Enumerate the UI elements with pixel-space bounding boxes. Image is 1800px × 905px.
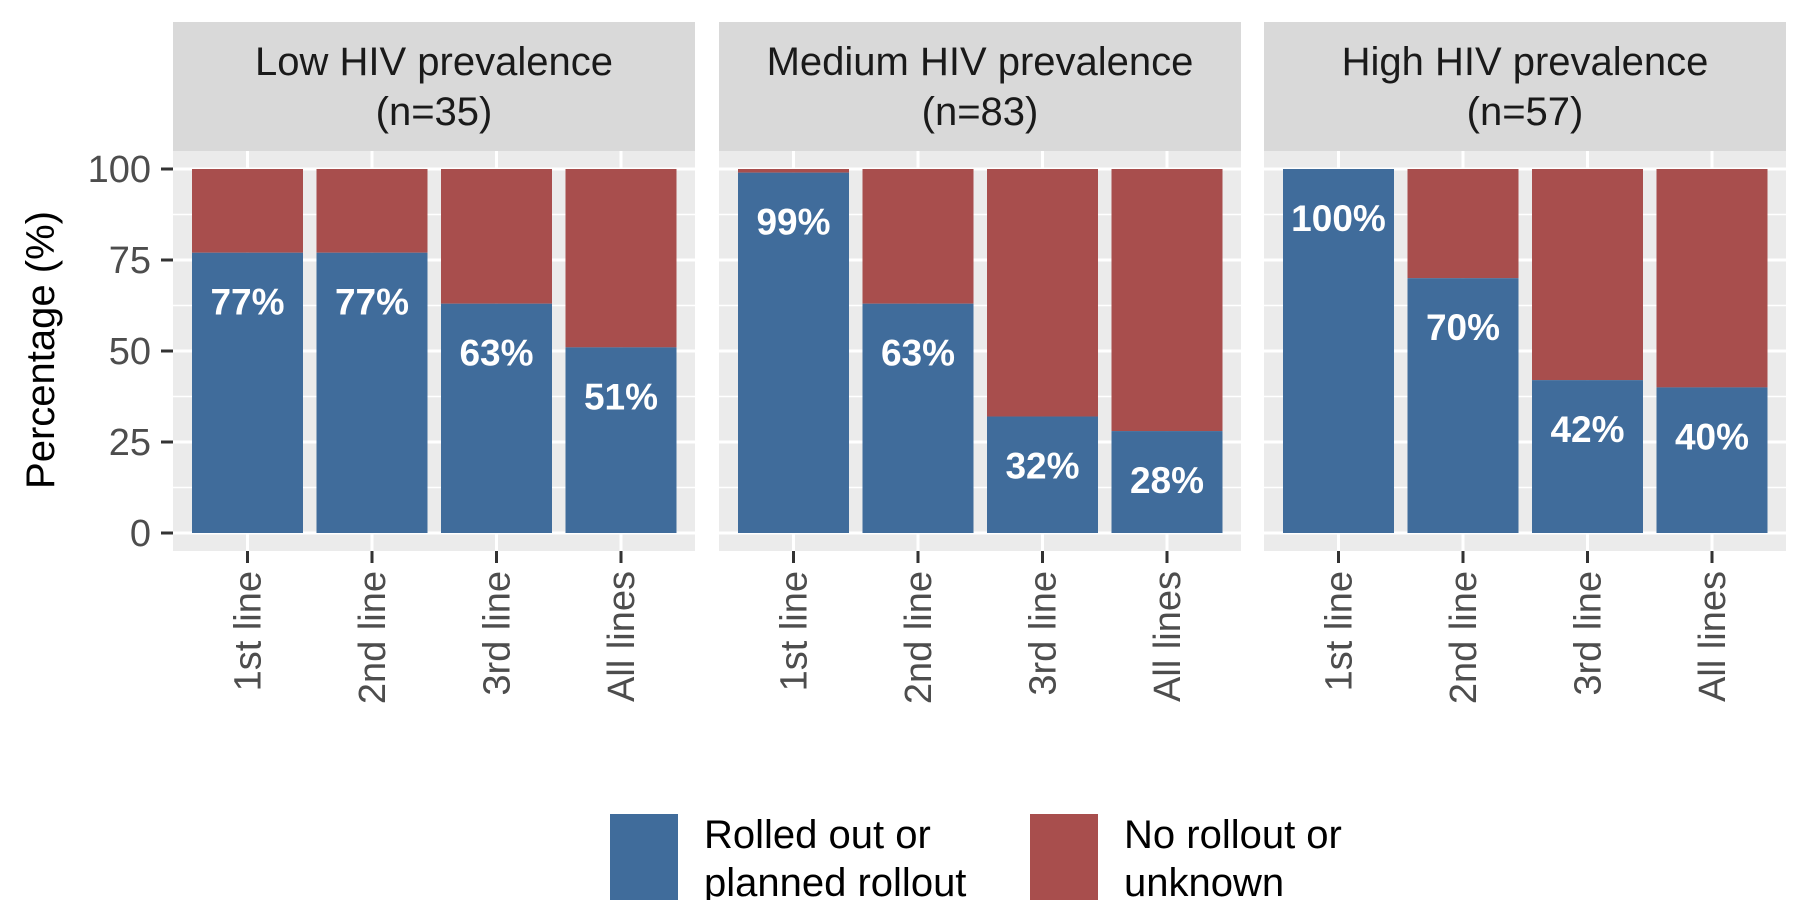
facet-title-line: (n=83) (922, 90, 1039, 134)
bar-no-rollout (862, 169, 974, 304)
legend-label: No rollout or (1124, 813, 1342, 857)
bar-no-rollout (1407, 169, 1519, 279)
bar-no-rollout (987, 169, 1098, 417)
bar-rolled-out (1532, 380, 1643, 533)
facet-title-line: (n=35) (376, 90, 493, 134)
facet-title-line: Medium HIV prevalence (767, 40, 1194, 84)
bar-value-label: 63% (459, 333, 533, 374)
bar-value-label: 42% (1550, 409, 1624, 450)
facet-title-line: (n=57) (1467, 90, 1584, 134)
bar-rolled-out (1656, 387, 1768, 533)
facet-strip (173, 22, 695, 151)
x-tick-label: 3rd line (1568, 571, 1610, 696)
facet-title-line: High HIV prevalence (1342, 40, 1709, 84)
x-tick-label: 2nd line (352, 571, 394, 704)
legend: Rolled out or planned rollout No rollout o… (610, 813, 1342, 905)
legend-key (1030, 814, 1098, 900)
y-tick-label: 75 (109, 240, 151, 282)
x-tick-label: 1st line (774, 571, 816, 691)
x-tick-label: 2nd line (1443, 571, 1485, 704)
bar-value-label: 28% (1130, 460, 1204, 501)
legend-key (610, 814, 678, 900)
bar-value-label: 99% (756, 202, 830, 243)
y-axis: 0 25 50 75 100 (88, 149, 173, 555)
bar-no-rollout (1656, 169, 1768, 388)
y-tick-label: 25 (109, 422, 151, 464)
y-tick-label: 50 (109, 331, 151, 373)
bar-value-label: 77% (335, 282, 409, 323)
bar-no-rollout (192, 169, 303, 253)
bar-no-rollout (1111, 169, 1223, 432)
bar-no-rollout (565, 169, 677, 348)
facet-strip (1264, 22, 1786, 151)
x-tick-label: 3rd line (477, 571, 519, 696)
bar-value-label: 63% (881, 333, 955, 374)
legend-label: Rolled out or (704, 813, 931, 857)
x-tick-label: 2nd line (898, 571, 940, 704)
bar-rolled-out (192, 252, 303, 533)
bar-rolled-out (862, 303, 974, 533)
x-tick-label: 3rd line (1023, 571, 1065, 696)
x-tick-label: All lines (601, 571, 643, 702)
facet-panel-2: Medium HIV prevalence (n=83) 99% 1st line 63… (719, 22, 1241, 704)
x-tick-label: 1st line (228, 571, 270, 691)
y-tick-label: 100 (88, 149, 151, 191)
facet-panel-3: High HIV prevalence (n=57) 100% 1st line 70%… (1264, 22, 1786, 704)
x-tick-label: 1st line (1319, 571, 1361, 691)
x-tick-label: All lines (1147, 571, 1189, 702)
bar-rolled-out (1407, 278, 1519, 533)
legend-label: unknown (1124, 861, 1284, 900)
bar-value-label: 51% (584, 376, 658, 417)
bar-value-label: 70% (1426, 307, 1500, 348)
legend-label: planned rollout (704, 861, 966, 900)
bar-no-rollout (1532, 169, 1643, 381)
bar-rolled-out (738, 172, 849, 533)
bar-rolled-out (987, 416, 1098, 533)
y-tick-label: 0 (130, 513, 151, 555)
bar-no-rollout (316, 169, 428, 253)
bar-no-rollout (441, 169, 552, 304)
bar-rolled-out (1111, 431, 1223, 533)
bar-rolled-out (316, 252, 428, 533)
facet-title-line: Low HIV prevalence (255, 40, 613, 84)
bar-rolled-out (441, 303, 552, 533)
bar-rolled-out (1283, 169, 1394, 533)
facet-panel-1: Low HIV prevalence (n=35) 77% 1st line 77% 2n… (173, 22, 695, 704)
facet-strip (719, 22, 1241, 151)
bar-value-label: 100% (1291, 198, 1386, 239)
y-axis-title: Percentage (%) (19, 211, 63, 489)
bar-rolled-out (565, 347, 677, 533)
bar-no-rollout (738, 169, 849, 173)
bar-value-label: 77% (210, 282, 284, 323)
x-tick-label: All lines (1692, 571, 1734, 702)
bar-value-label: 32% (1005, 446, 1079, 487)
bar-value-label: 40% (1675, 416, 1749, 457)
